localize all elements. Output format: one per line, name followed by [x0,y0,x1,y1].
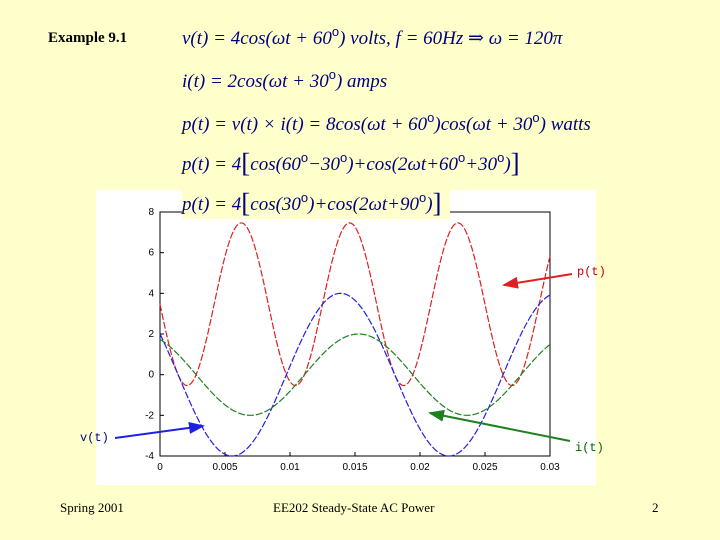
waveform-chart-svg: -4 -2 0 2 4 6 8 0 0.005 0.01 0.015 0.02 0.025 0.03 [145,207,560,473]
y-tick-label: -4 [145,451,154,462]
degree-mark: o [427,110,435,125]
degree-mark: o [300,190,309,205]
y-tick-label: 6 [148,248,154,259]
eq-text: p(t) = 4 [182,154,242,175]
equation-current: i(t) = 2cos(ωt + 30o) amps [182,67,387,93]
eq-text: i(t) = 2cos(ωt + 30 [182,71,329,92]
footer-date: Spring 2001 [60,500,124,515]
eq-text: )+cos(2ωt+60 [347,154,459,175]
eq-text: cos(60 [250,154,301,175]
eq-text: ) watts [539,114,591,135]
p-label: p(t) [577,265,606,279]
degree-mark: o [458,150,466,165]
eq-text: ) [426,194,433,215]
x-tick-label: 0 [157,462,163,473]
equation-voltage: v(t) = 4cos(ωt + 60o) volts, f = 60Hz ⇒ … [182,24,562,50]
degree-mark: o [328,67,336,82]
p-arrow [502,273,573,289]
degree-mark: o [300,150,309,165]
x-tick-label: 0.01 [280,462,300,473]
y-tick-label: 4 [148,288,154,299]
eq-text: ) [504,154,511,175]
y-tick-label: -2 [145,410,154,421]
x-tick-label: 0.02 [410,462,430,473]
eq-text: )+cos(2ωt+90 [308,194,419,215]
eq-text: ) amps [335,71,388,92]
equation-power-product: p(t) = v(t) × i(t) = 8cos(ωt + 60o)cos(ω… [182,110,591,136]
eq-text: )cos(ωt + 30 [434,114,533,135]
x-tick-label: 0.005 [212,462,237,473]
y-tick-label: 8 [148,207,154,218]
eq-text: ) volts, f = 60Hz ⇒ ω = 120π [339,28,563,49]
page-number: 2 [652,500,659,515]
i-arrow [428,409,571,442]
degree-mark: o [497,150,505,165]
eq-text: p(t) = v(t) × i(t) = 8cos(ωt + 60 [182,114,428,135]
x-tick-label: 0.015 [342,462,367,473]
eq-text: p(t) = 4 [182,194,242,215]
bracket: ] [510,148,520,178]
bracket: ] [432,188,442,218]
x-tick-label: 0.025 [472,462,497,473]
footer-course: EE202 Steady-State AC Power [273,500,435,515]
bracket: [ [241,148,251,178]
bracket: [ [241,188,251,218]
slide-title: Example 9.1 [48,30,128,46]
i-series-line [159,333,551,416]
equation-power-expanded: p(t) = 4[cos(60o−30o)+cos(2ωt+60o+30o)] [182,148,520,179]
waveform-plot: -4 -2 0 2 4 6 8 0 0.005 0.01 0.015 0.02 0.025 0.03 [96,190,596,485]
eq-text: v(t) = 4cos(ωt + 60 [182,28,332,49]
eq-text: +30 [465,154,498,175]
eq-text: −30 [308,154,340,175]
eq-text: cos(30 [250,194,301,215]
x-tick-label: 0.03 [540,462,560,473]
v-label: v(t) [80,431,109,445]
p-series-line [159,222,551,387]
y-tick-label: 2 [148,329,154,340]
i-label: i(t) [575,441,604,455]
v-series-line [159,292,551,457]
degree-mark: o [331,24,340,39]
equation-power-simplified: p(t) = 4[cos(30o)+cos(2ωt+90o)] [182,188,450,219]
degree-mark: o [418,190,427,205]
v-arrow [114,421,205,439]
y-tick-label: 0 [148,370,154,381]
degree-mark: o [532,110,540,125]
degree-mark: o [339,150,348,165]
